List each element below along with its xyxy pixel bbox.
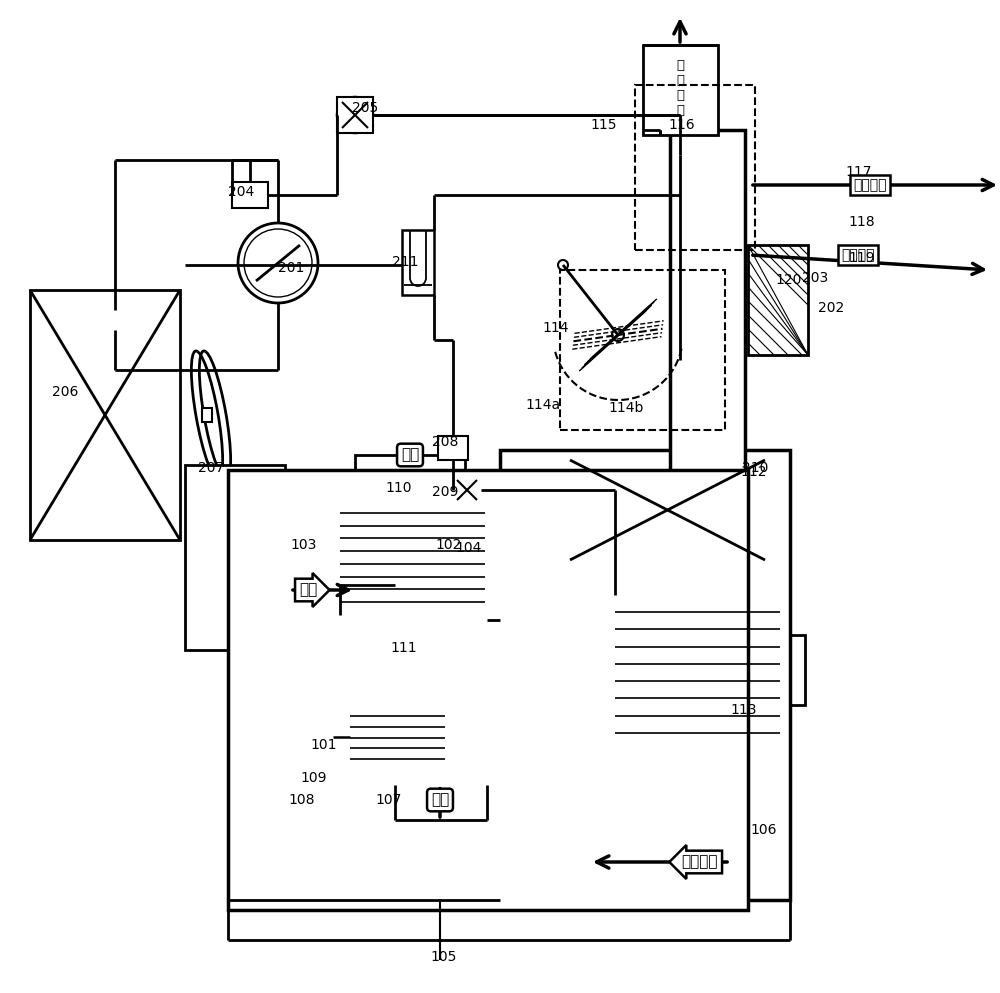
Bar xyxy=(232,182,268,208)
Bar xyxy=(370,470,450,500)
Text: 118: 118 xyxy=(848,215,875,229)
Text: 面部送风: 面部送风 xyxy=(853,178,887,192)
Bar xyxy=(635,85,755,250)
Bar xyxy=(30,290,180,540)
Bar xyxy=(185,465,285,650)
Text: 201: 201 xyxy=(278,261,304,275)
Text: 112: 112 xyxy=(740,465,767,479)
Bar xyxy=(780,635,805,705)
Text: 110: 110 xyxy=(385,481,412,495)
Text: 207: 207 xyxy=(198,461,224,475)
Bar xyxy=(643,45,718,135)
Bar xyxy=(560,270,725,430)
Text: 119: 119 xyxy=(848,251,875,265)
Bar xyxy=(670,130,745,490)
Text: 211: 211 xyxy=(392,255,418,269)
Bar xyxy=(402,230,434,295)
Text: 114a: 114a xyxy=(525,398,560,412)
Text: 脚部送风: 脚部送风 xyxy=(841,248,875,262)
Text: 206: 206 xyxy=(52,385,78,399)
Text: 来自车室: 来自车室 xyxy=(682,855,718,870)
Text: 108: 108 xyxy=(288,793,314,807)
Polygon shape xyxy=(232,182,250,208)
Bar xyxy=(500,450,790,900)
Text: 203: 203 xyxy=(802,271,828,285)
Polygon shape xyxy=(250,182,268,208)
Text: 113: 113 xyxy=(730,703,757,717)
Bar xyxy=(350,705,445,770)
Bar xyxy=(615,595,780,750)
Bar xyxy=(340,500,485,615)
Circle shape xyxy=(558,260,568,270)
Text: 107: 107 xyxy=(375,793,401,807)
Text: 120: 120 xyxy=(775,273,801,287)
Text: 205: 205 xyxy=(352,101,378,115)
Text: 114: 114 xyxy=(542,321,568,335)
Text: 116: 116 xyxy=(668,118,695,132)
Polygon shape xyxy=(438,436,453,460)
Text: 111: 111 xyxy=(390,641,417,655)
Bar xyxy=(202,408,212,422)
Text: 防
雾
除
霜: 防 雾 除 霜 xyxy=(676,59,684,117)
Bar xyxy=(748,245,808,355)
Text: 210: 210 xyxy=(742,461,768,475)
Text: 109: 109 xyxy=(300,771,326,785)
Text: 103: 103 xyxy=(290,538,316,552)
Text: 105: 105 xyxy=(430,950,456,964)
Bar xyxy=(337,97,373,133)
Text: 209: 209 xyxy=(432,485,458,499)
Bar xyxy=(570,460,765,560)
Text: 回风: 回风 xyxy=(431,792,449,807)
Text: 115: 115 xyxy=(590,118,616,132)
Polygon shape xyxy=(453,436,468,460)
Text: 102: 102 xyxy=(435,538,461,552)
Bar xyxy=(438,436,468,460)
Circle shape xyxy=(435,615,445,625)
Bar xyxy=(355,455,465,470)
Text: 新风: 新风 xyxy=(299,583,317,598)
Text: 106: 106 xyxy=(750,823,776,837)
Text: 202: 202 xyxy=(818,301,844,315)
Text: 117: 117 xyxy=(845,165,872,179)
Text: 排风: 排风 xyxy=(401,448,419,463)
Bar xyxy=(228,470,748,910)
Text: 208: 208 xyxy=(432,435,458,449)
Text: 204: 204 xyxy=(228,185,254,199)
Text: 104: 104 xyxy=(455,541,481,555)
Text: 114b: 114b xyxy=(608,401,643,415)
Circle shape xyxy=(612,329,624,341)
Text: 101: 101 xyxy=(310,738,336,752)
Bar xyxy=(315,718,333,756)
